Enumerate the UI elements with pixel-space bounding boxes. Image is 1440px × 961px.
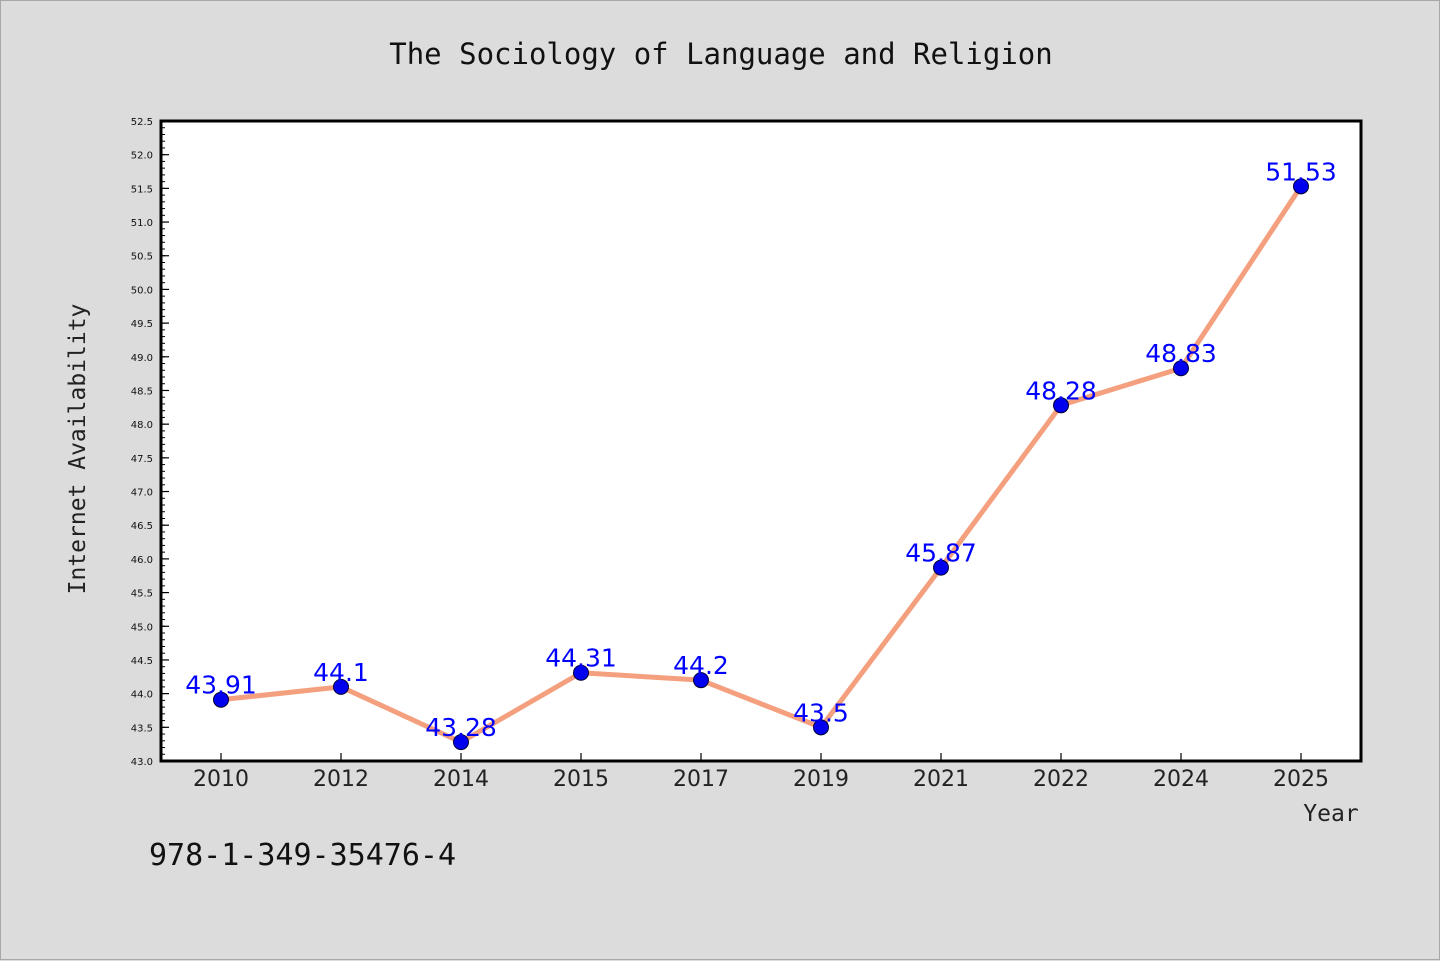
isbn-code: 978-1-349-35476-4	[149, 838, 456, 873]
x-tick-label: 2017	[673, 767, 729, 792]
data-point	[573, 664, 589, 681]
data-point	[453, 734, 469, 751]
x-tick-label: 2015	[553, 767, 609, 792]
series-line	[218, 183, 1304, 745]
data-point	[933, 559, 949, 576]
y-tick-label: 52.0	[131, 151, 153, 162]
y-tick-label: 50.5	[131, 252, 153, 263]
data-label-group: 43.91 44.1 43.28 44.31 44.2 43.5 45.87 48.28 48.…	[185, 157, 1337, 742]
chart-title: The Sociology of Language and Religion	[389, 37, 1052, 71]
marker-group	[213, 178, 1309, 751]
plot-area	[159, 119, 1363, 763]
y-tick-label: 45.0	[131, 622, 153, 633]
data-label: 43.5	[793, 698, 849, 727]
series-line-group	[218, 183, 1304, 745]
data-label: 48.83	[1145, 339, 1217, 368]
data-label: 51.53	[1265, 157, 1337, 186]
data-label: 43.91	[185, 671, 257, 700]
y-tick-label: 43.0	[131, 757, 153, 768]
y-tick-label: 52.5	[131, 117, 153, 128]
x-tick-label: 2012	[313, 767, 369, 792]
y-tick-label: 50.0	[131, 285, 153, 296]
data-point	[1293, 178, 1309, 195]
data-label: 45.87	[905, 539, 977, 568]
x-tick-label: 2025	[1273, 767, 1329, 792]
y-tick-label: 51.5	[131, 184, 153, 195]
y-tick-label: 47.0	[131, 488, 153, 499]
data-label: 44.31	[545, 644, 617, 673]
data-point	[1053, 397, 1069, 414]
data-label: 48.28	[1025, 376, 1097, 405]
x-axis: 2010 2012 2014 2015 2017 2019 2021 2022 2024 2025	[193, 753, 1329, 792]
data-label: 44.1	[313, 658, 369, 687]
data-label: 43.28	[425, 713, 497, 742]
y-axis: 43.0 43.5 44.0 44.5 45.0 45.5 46.0 46.5 47.0 47.5…	[131, 117, 169, 768]
x-tick-label: 2021	[913, 767, 969, 792]
y-tick-label: 46.0	[131, 555, 153, 566]
data-point	[813, 719, 829, 736]
x-tick-label: 2022	[1033, 767, 1089, 792]
x-axis-label: Year	[1303, 801, 1358, 827]
data-point	[1173, 360, 1189, 377]
y-tick-label: 49.0	[131, 353, 153, 364]
y-tick-label: 47.5	[131, 454, 153, 465]
y-axis-label: Internet Availability	[65, 304, 91, 595]
y-tick-label: 43.5	[131, 723, 153, 734]
y-tick-label: 46.5	[131, 521, 153, 532]
y-tick-label: 49.5	[131, 319, 153, 330]
y-tick-label: 44.0	[131, 690, 153, 701]
data-point	[333, 678, 349, 695]
y-tick-label: 44.5	[131, 656, 153, 667]
x-tick-label: 2019	[793, 767, 849, 792]
x-tick-label: 2010	[193, 767, 249, 792]
data-point	[693, 672, 709, 689]
y-tick-label: 45.5	[131, 589, 153, 600]
data-label: 44.2	[673, 651, 729, 680]
data-point	[213, 691, 229, 708]
y-tick-label: 48.0	[131, 420, 153, 431]
y-tick-label: 51.0	[131, 218, 153, 229]
x-tick-label: 2024	[1153, 767, 1209, 792]
x-tick-label: 2014	[433, 767, 489, 792]
y-tick-label: 48.5	[131, 386, 153, 397]
